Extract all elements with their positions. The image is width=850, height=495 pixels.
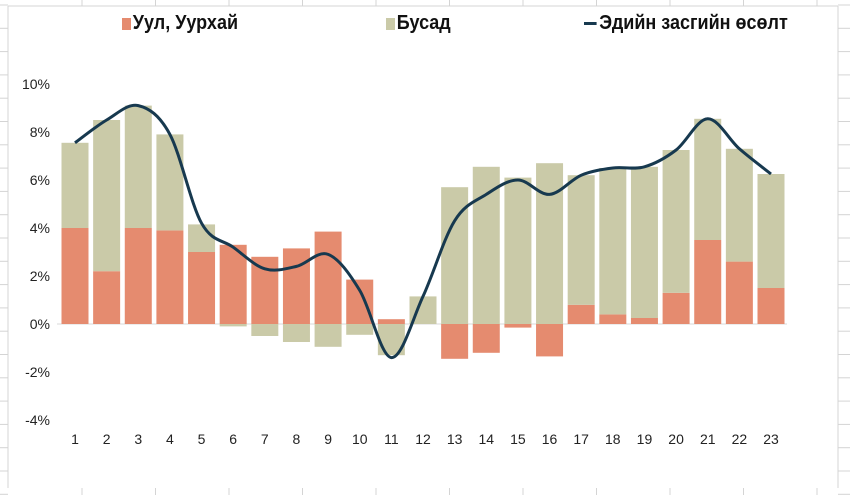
y-tick-label: -4% [25, 412, 50, 428]
bar-mining-8 [282, 248, 310, 324]
bar-mining-4 [156, 230, 184, 324]
x-tick-label: 13 [447, 431, 463, 447]
x-tick-label: 17 [573, 431, 589, 447]
bar-other-8 [282, 324, 310, 342]
x-tick-label: 4 [166, 431, 174, 447]
bar-mining-2 [93, 271, 121, 324]
bar-mining-10 [346, 279, 374, 324]
bar-other-18 [599, 168, 627, 315]
bar-other-6 [219, 324, 247, 327]
x-tick-label: 12 [415, 431, 431, 447]
bar-mining-1 [61, 228, 89, 324]
bar-mining-7 [251, 256, 279, 324]
y-tick-label: 6% [30, 172, 50, 188]
x-tick-label: 23 [763, 431, 779, 447]
bar-other-23 [757, 174, 785, 288]
bar-other-5 [188, 224, 216, 252]
bar-other-9 [314, 324, 342, 347]
series-line-growth [74, 103, 772, 360]
x-tick-label: 6 [229, 431, 237, 447]
bar-mining-17 [567, 304, 595, 324]
bar-other-14 [472, 166, 500, 324]
x-tick-label: 19 [637, 431, 653, 447]
bar-other-2 [93, 120, 121, 272]
bar-mining-15 [504, 324, 532, 328]
y-tick-label: 2% [30, 268, 50, 284]
bar-other-22 [725, 148, 753, 262]
y-axis: 10% 8% 6% 4% 2% 0% -2% -4% [22, 76, 50, 428]
bar-mining-9 [314, 231, 342, 324]
legend-swatch-mining [122, 17, 131, 30]
bar-other-3 [124, 105, 152, 228]
y-tick-label: 10% [22, 76, 50, 92]
y-tick-label: 4% [30, 220, 50, 236]
x-tick-label: 16 [542, 431, 558, 447]
bar-other-15 [504, 177, 532, 324]
x-tick-label: 11 [384, 431, 399, 447]
legend-item-growth: Эдийн засгийн өсөлт [584, 12, 788, 35]
y-tick-label: -2% [25, 364, 50, 380]
bars [61, 105, 785, 359]
x-tick-label: 8 [293, 431, 301, 447]
bar-other-20 [662, 150, 690, 293]
x-axis: 1 2 3 4 5 6 7 8 9 10 11 12 13 14 15 16 17 18 19 20 21 22 23 [71, 431, 779, 447]
bar-mining-18 [599, 314, 627, 324]
x-tick-label: 15 [510, 431, 526, 447]
bar-other-10 [346, 324, 374, 335]
legend-label-mining: Уул, Уурхай [132, 12, 239, 34]
x-tick-label: 14 [478, 431, 494, 447]
x-tick-label: 7 [261, 431, 269, 447]
x-tick-label: 5 [198, 431, 206, 447]
bar-mining-6 [219, 244, 247, 324]
bar-other-21 [694, 118, 722, 240]
x-tick-label: 10 [352, 431, 368, 447]
y-tick-label: 0% [30, 316, 50, 332]
x-tick-label: 18 [605, 431, 621, 447]
bar-mining-23 [757, 288, 785, 324]
x-tick-label: 2 [103, 431, 111, 447]
bar-mining-13 [441, 324, 469, 359]
bar-mining-14 [472, 324, 500, 353]
bar-mining-22 [725, 261, 753, 324]
bar-other-1 [61, 142, 89, 228]
legend-item-mining: Уул, Уурхай [122, 12, 238, 35]
bar-other-17 [567, 175, 595, 305]
bar-mining-3 [124, 228, 152, 324]
legend-swatch-growth [584, 22, 597, 25]
bar-mining-21 [694, 240, 722, 324]
legend: Уул, Уурхай Бусад Эдийн засгийн өсөлт [0, 12, 850, 42]
bar-mining-16 [536, 324, 564, 357]
bar-other-4 [156, 134, 184, 231]
bar-mining-19 [630, 318, 658, 324]
bar-mining-5 [188, 252, 216, 324]
legend-item-other: Бусад [386, 12, 451, 35]
x-tick-label: 9 [324, 431, 332, 447]
x-tick-label: 20 [668, 431, 684, 447]
legend-label-growth: Эдийн засгийн өсөлт [599, 12, 788, 34]
x-tick-label: 22 [732, 431, 748, 447]
legend-swatch-other [386, 17, 395, 30]
x-tick-label: 1 [71, 431, 79, 447]
x-tick-label: 21 [700, 431, 716, 447]
bar-mining-20 [662, 292, 690, 324]
bar-mining-11 [377, 319, 405, 324]
bar-other-7 [251, 324, 279, 336]
legend-label-other: Бусад [396, 12, 451, 34]
bar-other-16 [536, 163, 564, 324]
x-tick-label: 3 [134, 431, 142, 447]
y-tick-label: 8% [30, 124, 50, 140]
bar-other-19 [630, 166, 658, 318]
